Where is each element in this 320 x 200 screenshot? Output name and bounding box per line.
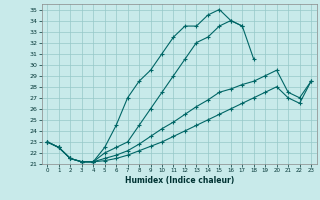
X-axis label: Humidex (Indice chaleur): Humidex (Indice chaleur)	[124, 176, 234, 185]
